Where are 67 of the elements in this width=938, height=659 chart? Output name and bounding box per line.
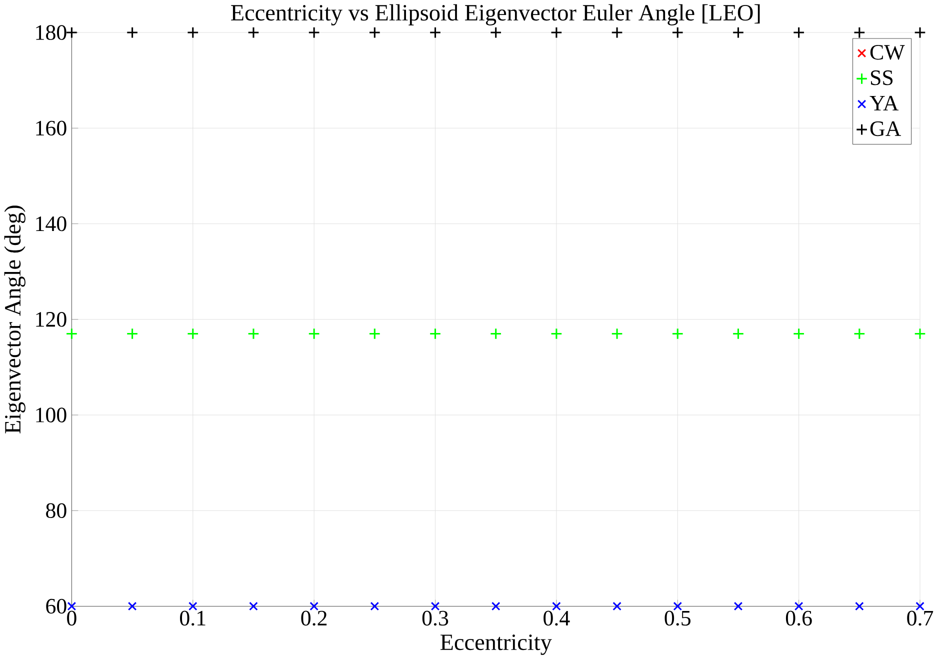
point: [550, 26, 562, 38]
chart-title: Eccentricity vs Ellipsoid Eigenvector Euler Angle [LEO]: [231, 4, 760, 26]
point: [612, 602, 622, 611]
y-tick-label: 80: [46, 503, 66, 518]
point: [249, 602, 258, 611]
point: [310, 602, 318, 611]
x-axis-title: Eccentricity: [440, 634, 552, 655]
x-tick-label: 0.5: [664, 610, 690, 626]
x-tick-label: 0.2: [301, 610, 327, 626]
point: [550, 328, 562, 340]
y-tick-label: 160: [36, 120, 66, 136]
x-tick-label: 0.6: [786, 610, 812, 626]
point: [611, 328, 623, 340]
x-tick-label: 0.4: [544, 610, 570, 626]
point: [429, 328, 442, 340]
y-tick-label: 60: [46, 598, 66, 614]
point: [66, 328, 78, 340]
point: [66, 26, 78, 38]
point: [490, 328, 502, 340]
point: [672, 26, 684, 38]
x-tick-label: 0.1: [180, 610, 206, 626]
point: [186, 328, 199, 340]
x-tick-label: 0.7: [907, 610, 934, 626]
point: [368, 328, 381, 340]
point: [308, 328, 320, 340]
x-tick-label: 0: [67, 610, 76, 626]
point: [248, 328, 260, 340]
point: [853, 26, 866, 38]
point: [67, 602, 76, 611]
point: [854, 602, 864, 611]
point: [792, 26, 805, 38]
point: [248, 26, 260, 38]
point: [792, 328, 805, 340]
point: [490, 26, 502, 38]
legend-label: SS: [870, 70, 893, 86]
point: [308, 26, 320, 38]
point: [188, 602, 198, 611]
point: [732, 328, 744, 340]
legend-label: GA: [870, 121, 902, 136]
y-tick-label: 100: [36, 408, 66, 422]
point: [429, 26, 442, 38]
point: [128, 602, 137, 611]
point: [732, 26, 744, 38]
point: [126, 26, 138, 38]
legend-label: YA: [870, 96, 899, 110]
point: [611, 26, 623, 38]
point: [673, 602, 682, 611]
point: [491, 602, 500, 611]
point: [853, 328, 866, 340]
point: [672, 328, 684, 340]
y-tick-label: 140: [36, 216, 66, 232]
legend-label: CW: [870, 44, 905, 60]
point: [914, 328, 926, 340]
point: [186, 26, 199, 38]
y-tick-label: 180: [36, 25, 66, 40]
y-tick-label: 120: [36, 312, 66, 327]
point: [552, 602, 561, 611]
point: [916, 602, 924, 611]
x-tick-label: 0.3: [422, 610, 448, 626]
y-axis-title: Eigenvector Angle (deg): [4, 206, 26, 434]
point: [914, 26, 926, 38]
point: [126, 328, 138, 340]
point: [368, 26, 381, 38]
point: [430, 602, 440, 611]
point: [734, 602, 743, 611]
point: [794, 602, 804, 611]
point: [370, 602, 380, 611]
